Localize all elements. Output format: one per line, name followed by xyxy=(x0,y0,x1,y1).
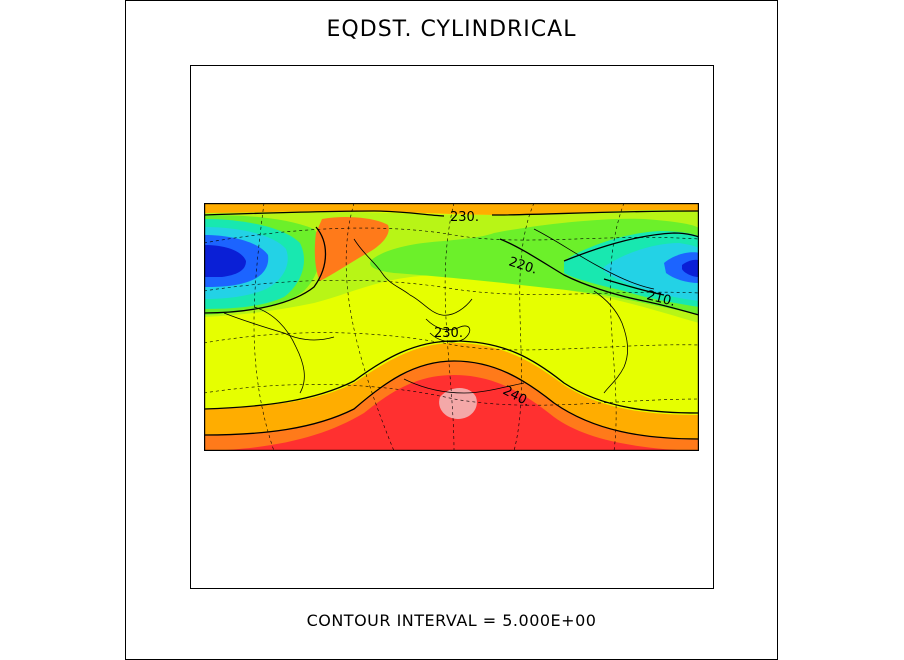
contour-lines xyxy=(204,210,699,440)
contour-240 xyxy=(204,360,699,440)
plot-title: EQDST. CYLINDRICAL xyxy=(326,17,577,42)
band-darkblue-left xyxy=(204,245,246,277)
band-darkblue-right xyxy=(682,259,699,277)
contour-230-south xyxy=(204,340,699,414)
contour-220 xyxy=(204,226,699,316)
band-orange-top xyxy=(204,203,699,215)
contour-label-230-middle: 230. xyxy=(434,326,463,341)
coastlines xyxy=(223,228,655,394)
contour-label-230-top: 230. xyxy=(450,210,479,225)
band-pink xyxy=(439,388,477,419)
contour-230-north xyxy=(204,210,699,217)
contour-interval-caption: CONTOUR INTERVAL = 5.000E+00 xyxy=(306,611,597,630)
contour-210 xyxy=(563,232,699,296)
filled-contours xyxy=(204,203,699,451)
band-orange-island xyxy=(314,217,389,281)
graticule xyxy=(204,203,699,451)
contour-map: 230. 220. 210. 230. 240. xyxy=(204,203,699,451)
contour-label-210: 210. xyxy=(645,288,677,310)
plot-area-frame xyxy=(190,65,714,589)
band-blue-right xyxy=(664,252,699,283)
map-border xyxy=(204,203,699,451)
